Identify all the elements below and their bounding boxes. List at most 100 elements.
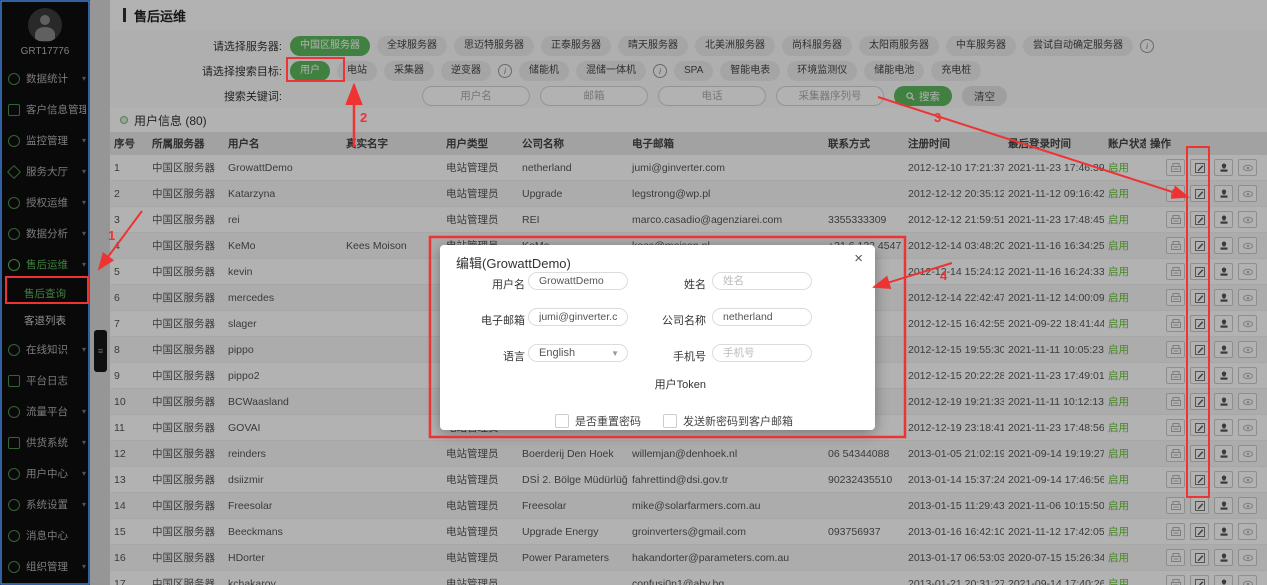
op-stamp-button[interactable]: [1214, 393, 1233, 410]
op-print-button[interactable]: [1166, 393, 1185, 410]
language-select[interactable]: English ▼: [528, 344, 628, 362]
op-print-button[interactable]: [1166, 211, 1185, 228]
op-view-button[interactable]: [1238, 523, 1257, 540]
server-pill[interactable]: 晴天服务器: [618, 36, 688, 56]
op-edit-button[interactable]: [1190, 523, 1209, 540]
server-pill[interactable]: 中车服务器: [946, 36, 1016, 56]
keyword-input-2[interactable]: [658, 86, 766, 106]
op-print-button[interactable]: [1166, 315, 1185, 332]
keyword-input-3[interactable]: [776, 86, 884, 106]
op-print-button[interactable]: [1166, 445, 1185, 462]
server-pill[interactable]: 太阳雨服务器: [859, 36, 939, 56]
server-pill[interactable]: 北美洲服务器: [695, 36, 775, 56]
target-pill[interactable]: 储能机: [519, 61, 569, 81]
op-view-button[interactable]: [1238, 471, 1257, 488]
op-edit-button[interactable]: [1190, 549, 1209, 566]
close-icon[interactable]: ×: [854, 250, 863, 267]
op-print-button[interactable]: [1166, 263, 1185, 280]
op-view-button[interactable]: [1238, 549, 1257, 566]
op-view-button[interactable]: [1238, 237, 1257, 254]
username-field[interactable]: [528, 272, 628, 290]
op-view-button[interactable]: [1238, 445, 1257, 462]
info-icon[interactable]: i: [653, 64, 667, 78]
phone-field[interactable]: [712, 344, 812, 362]
op-print-button[interactable]: [1166, 523, 1185, 540]
op-view-button[interactable]: [1238, 263, 1257, 280]
sidebar-collapse-handle[interactable]: ≡: [94, 330, 107, 372]
status-badge: 启用: [1108, 266, 1129, 278]
eye-icon: [1242, 162, 1254, 174]
op-print-button[interactable]: [1166, 471, 1185, 488]
op-view-button[interactable]: [1238, 497, 1257, 514]
print-icon: [1170, 396, 1182, 408]
op-view-button[interactable]: [1238, 575, 1257, 585]
op-stamp-button[interactable]: [1214, 159, 1233, 176]
eye-icon: [1242, 578, 1254, 585]
op-view-button[interactable]: [1238, 315, 1257, 332]
target-pill[interactable]: 充电桩: [931, 61, 982, 81]
op-view-button[interactable]: [1238, 159, 1257, 176]
op-print-button[interactable]: [1166, 289, 1185, 306]
info-icon[interactable]: i: [1140, 39, 1154, 53]
op-stamp-button[interactable]: [1214, 289, 1233, 306]
server-pill[interactable]: 尚科服务器: [782, 36, 852, 56]
op-stamp-button[interactable]: [1214, 367, 1233, 384]
op-view-button[interactable]: [1238, 185, 1257, 202]
op-view-button[interactable]: [1238, 211, 1257, 228]
server-pill[interactable]: 中国区服务器: [290, 36, 370, 56]
server-pill[interactable]: 正泰服务器: [541, 36, 611, 56]
op-view-button[interactable]: [1238, 367, 1257, 384]
email-field[interactable]: [528, 308, 628, 326]
op-print-button[interactable]: [1166, 549, 1185, 566]
op-print-button[interactable]: [1166, 341, 1185, 358]
server-pill[interactable]: 全球服务器: [377, 36, 447, 56]
target-pill[interactable]: 智能电表: [720, 61, 781, 81]
op-print-button[interactable]: [1166, 367, 1185, 384]
name-field[interactable]: [712, 272, 812, 290]
target-filter-label: 请选择搜索目标:: [201, 66, 282, 78]
op-stamp-button[interactable]: [1214, 445, 1233, 462]
op-stamp-button[interactable]: [1214, 523, 1233, 540]
target-pill[interactable]: 混储一体机: [576, 61, 646, 81]
op-stamp-button[interactable]: [1214, 315, 1233, 332]
company-field[interactable]: [712, 308, 812, 326]
target-pill[interactable]: 逆变器: [441, 61, 491, 81]
op-print-button[interactable]: [1166, 497, 1185, 514]
target-pill[interactable]: 储能电池: [864, 61, 925, 81]
op-stamp-button[interactable]: [1214, 575, 1233, 585]
op-view-button[interactable]: [1238, 341, 1257, 358]
op-stamp-button[interactable]: [1214, 419, 1233, 436]
op-stamp-button[interactable]: [1214, 263, 1233, 280]
op-edit-button[interactable]: [1190, 575, 1209, 585]
target-pill[interactable]: SPA: [674, 61, 714, 81]
op-view-button[interactable]: [1238, 393, 1257, 410]
eye-icon: [1242, 240, 1254, 252]
send-password-checkbox[interactable]: [663, 414, 677, 428]
op-stamp-button[interactable]: [1214, 341, 1233, 358]
print-icon: [1170, 292, 1182, 304]
op-view-button[interactable]: [1238, 289, 1257, 306]
info-icon[interactable]: i: [498, 64, 512, 78]
op-stamp-button[interactable]: [1214, 471, 1233, 488]
server-pill[interactable]: 思迈特服务器: [454, 36, 534, 56]
server-pill[interactable]: 尝试自动确定服务器: [1023, 36, 1133, 56]
keyword-input-1[interactable]: [540, 86, 648, 106]
sidebar-scrollbar-track[interactable]: ≡: [90, 0, 110, 585]
op-stamp-button[interactable]: [1214, 185, 1233, 202]
keyword-input-0[interactable]: [422, 86, 530, 106]
op-stamp-button[interactable]: [1214, 237, 1233, 254]
op-stamp-button[interactable]: [1214, 549, 1233, 566]
target-pill[interactable]: 电站: [337, 61, 377, 81]
op-view-button[interactable]: [1238, 419, 1257, 436]
target-pill[interactable]: 环境监测仪: [787, 61, 858, 81]
op-print-button[interactable]: [1166, 419, 1185, 436]
op-print-button[interactable]: [1166, 237, 1185, 254]
eye-icon: [1242, 396, 1254, 408]
column-header: 电子邮箱: [628, 132, 824, 155]
op-stamp-button[interactable]: [1214, 211, 1233, 228]
op-stamp-button[interactable]: [1214, 497, 1233, 514]
reset-password-checkbox[interactable]: [555, 414, 569, 428]
status-badge: 启用: [1108, 578, 1129, 585]
target-pill[interactable]: 采集器: [384, 61, 434, 81]
op-edit-button[interactable]: [1190, 497, 1209, 514]
